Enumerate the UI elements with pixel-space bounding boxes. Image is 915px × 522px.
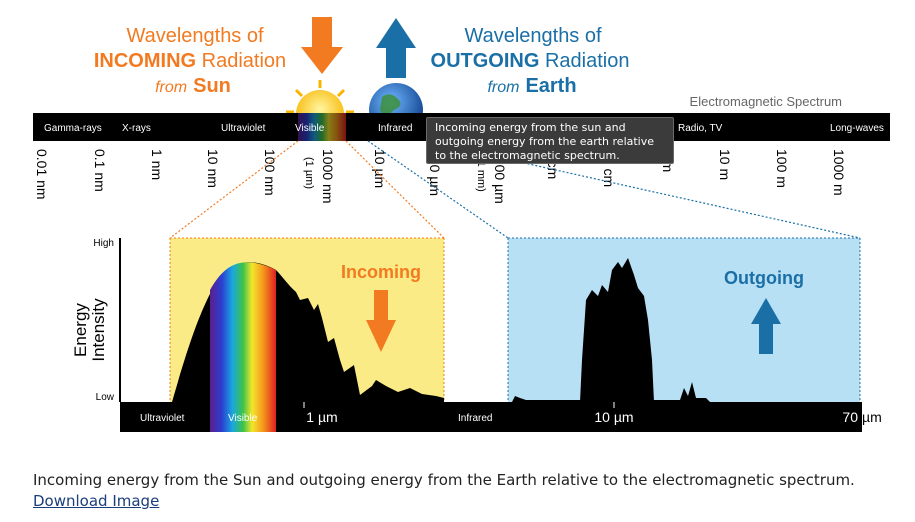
outgoing-tail [512, 382, 710, 402]
outgoing-arrow-icon [376, 18, 416, 78]
spectrum-figure: Wavelengths of INCOMING Radiation from Su… [33, 17, 890, 432]
outgoing-connector-lines [367, 140, 861, 239]
band-label-visible: Visible [295, 123, 325, 134]
outgoing-spectrum-curve [580, 258, 654, 402]
tooltip: Incoming energy from the sun and outgoin… [426, 117, 674, 164]
tick-1000nm: 1000 nm [320, 149, 336, 203]
incoming-title-line1: Wavelengths of [126, 25, 264, 47]
band-label-uv: Ultraviolet [221, 123, 266, 134]
bottom-label-10um: 10 µm [594, 409, 633, 425]
incoming-source: Sun [193, 75, 231, 97]
band-label-gamma: Gamma-rays [44, 123, 102, 134]
incoming-arrow-icon [301, 17, 343, 74]
outgoing-title-line2: OUTGOING Radiation [431, 50, 630, 72]
visible-band-strip [298, 113, 346, 141]
tick-10m: 10 m [717, 149, 733, 180]
incoming-panel-arrow-icon [366, 290, 396, 352]
outgoing-panel-arrow-icon [751, 298, 781, 354]
tick-10um: 10 µm [372, 149, 388, 188]
y-title-energy: Energy [71, 303, 90, 357]
tick-1um-paren: (1 µm) [303, 157, 315, 189]
outgoing-source: Earth [525, 75, 576, 97]
incoming-title-line3: from Sun [155, 75, 231, 97]
bottom-label-1um: 1 µm [306, 409, 337, 425]
incoming-title-rest: Radiation [196, 50, 286, 72]
bottom-label-70-unit: µm [862, 409, 882, 425]
tick-1mm-paren: (1 mm) [475, 157, 487, 192]
band-label-longwaves: Long-waves [830, 123, 884, 134]
incoming-title-line2: INCOMING Radiation [94, 50, 286, 72]
outgoing-panel [508, 238, 860, 402]
y-low-label: Low [96, 392, 115, 403]
bottom-label-uv: Ultraviolet [140, 413, 185, 424]
y-high-label: High [93, 238, 114, 249]
outgoing-from: from [487, 79, 519, 96]
outgoing-label: Outgoing [724, 268, 804, 288]
incoming-title-strong: INCOMING [94, 50, 196, 72]
band-label-xray: X-rays [122, 123, 151, 134]
incoming-connector-lines [169, 140, 445, 239]
outgoing-title-line1: Wavelengths of [464, 25, 602, 47]
tick-100nm: 100 nm [262, 149, 278, 196]
tick-1000m: 1000 m [831, 149, 847, 196]
download-image-link[interactable]: Download Image [33, 492, 160, 510]
tick-0.01nm: 0.01 nm [34, 149, 50, 200]
band-label-radio: Radio, TV [678, 123, 723, 134]
tick-1nm: 1 nm [149, 149, 165, 180]
bottom-label-visible: Visible [228, 413, 258, 424]
bottom-visible-strip [210, 402, 276, 432]
outgoing-title-strong: OUTGOING [431, 50, 540, 72]
incoming-from: from [155, 79, 187, 96]
tick-0.1nm: 0.1 nm [92, 149, 108, 192]
y-title-intensity: Intensity [89, 298, 108, 362]
bottom-label-70: 70 [842, 409, 858, 425]
incoming-label: Incoming [341, 262, 421, 282]
band-label-infrared: Infrared [378, 123, 412, 134]
bottom-label-infrared: Infrared [458, 413, 492, 424]
tick-10nm: 10 nm [205, 149, 221, 188]
outgoing-title-line3: from Earth [487, 75, 576, 97]
spectrum-label: Electromagnetic Spectrum [690, 94, 842, 109]
tick-100m: 100 m [774, 149, 790, 188]
outgoing-title-rest: Radiation [539, 50, 629, 72]
figure-caption: Incoming energy from the Sun and outgoin… [33, 471, 855, 489]
visible-rainbow-fill [210, 262, 276, 402]
